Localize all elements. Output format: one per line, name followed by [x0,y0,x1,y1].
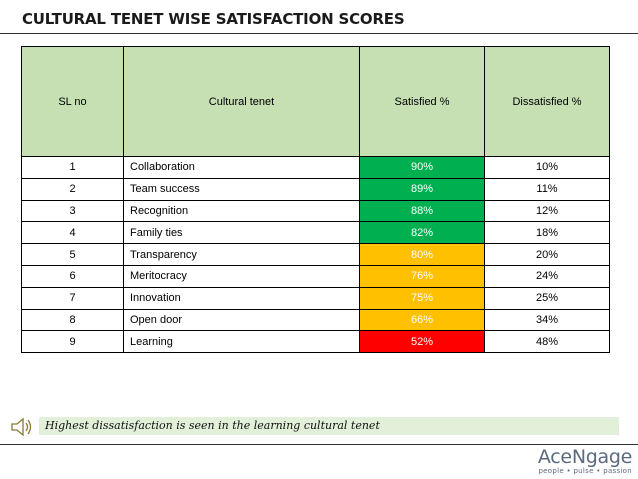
tenet-cell: Collaboration [123,156,360,179]
footer-divider [0,444,638,445]
table-row: 2 Team success 89% 11% [21,177,610,201]
table-header-row: SL no Cultural tenet Satisfied % Dissati… [21,46,610,157]
dissatisfied-cell: 25% [484,286,610,310]
table-row: 4 Family ties 82% 18% [21,221,610,245]
satisfied-cell: 75% [359,286,485,310]
table-row: 8 Open door 66% 34% [21,308,610,332]
callout-text: Highest dissatisfaction is seen in the l… [45,419,380,432]
sl-no-cell: 8 [21,308,124,332]
satisfied-cell: 80% [359,243,485,266]
sl-no-cell: 3 [21,199,124,223]
brand-name: AceNgage [537,446,632,468]
table-row: 1 Collaboration 90% 10% [21,156,610,179]
dissatisfied-cell: 34% [484,308,610,332]
sl-no-cell: 6 [21,264,124,288]
title-divider [0,33,638,34]
table-row: 7 Innovation 75% 25% [21,286,610,310]
tenet-cell: Innovation [123,286,360,310]
dissatisfied-cell: 48% [484,330,610,354]
table-row: 6 Meritocracy 76% 24% [21,264,610,288]
dissatisfied-cell: 12% [484,199,610,223]
page-title: CULTURAL TENET WISE SATISFACTION SCORES [22,10,405,28]
header-sl-no: SL no [21,46,124,157]
sl-no-cell: 2 [21,177,124,201]
header-satisfied: Satisfied % [359,46,485,157]
header-cultural-tenet: Cultural tenet [123,46,360,157]
sl-no-cell: 9 [21,330,124,354]
satisfied-cell: 89% [359,177,485,201]
table-row: 3 Recognition 88% 12% [21,199,610,223]
satisfied-cell: 52% [359,330,485,354]
sl-no-cell: 5 [21,243,124,266]
satisfied-cell: 82% [359,221,485,245]
tenet-cell: Transparency [123,243,360,266]
table-row: 5 Transparency 80% 20% [21,243,610,266]
table-row: 9 Learning 52% 48% [21,330,610,354]
dissatisfied-cell: 24% [484,264,610,288]
brand-logo: AceNgage people • pulse • passion [538,447,632,475]
satisfied-cell: 90% [359,156,485,179]
tenet-cell: Team success [123,177,360,201]
header-dissatisfied: Dissatisfied % [484,46,610,157]
dissatisfied-cell: 20% [484,243,610,266]
callout-banner: Highest dissatisfaction is seen in the l… [39,417,619,435]
tenet-cell: Learning [123,330,360,354]
satisfied-cell: 66% [359,308,485,332]
tenet-cell: Open door [123,308,360,332]
dissatisfied-cell: 11% [484,177,610,201]
dissatisfied-cell: 10% [484,156,610,179]
satisfaction-table: SL no Cultural tenet Satisfied % Dissati… [21,46,610,354]
tenet-cell: Family ties [123,221,360,245]
sl-no-cell: 1 [21,156,124,179]
dissatisfied-cell: 18% [484,221,610,245]
satisfied-cell: 88% [359,199,485,223]
speaker-icon [11,417,32,437]
satisfied-cell: 76% [359,264,485,288]
sl-no-cell: 7 [21,286,124,310]
tenet-cell: Recognition [123,199,360,223]
sl-no-cell: 4 [21,221,124,245]
tenet-cell: Meritocracy [123,264,360,288]
brand-tagline: people • pulse • passion [538,467,632,475]
